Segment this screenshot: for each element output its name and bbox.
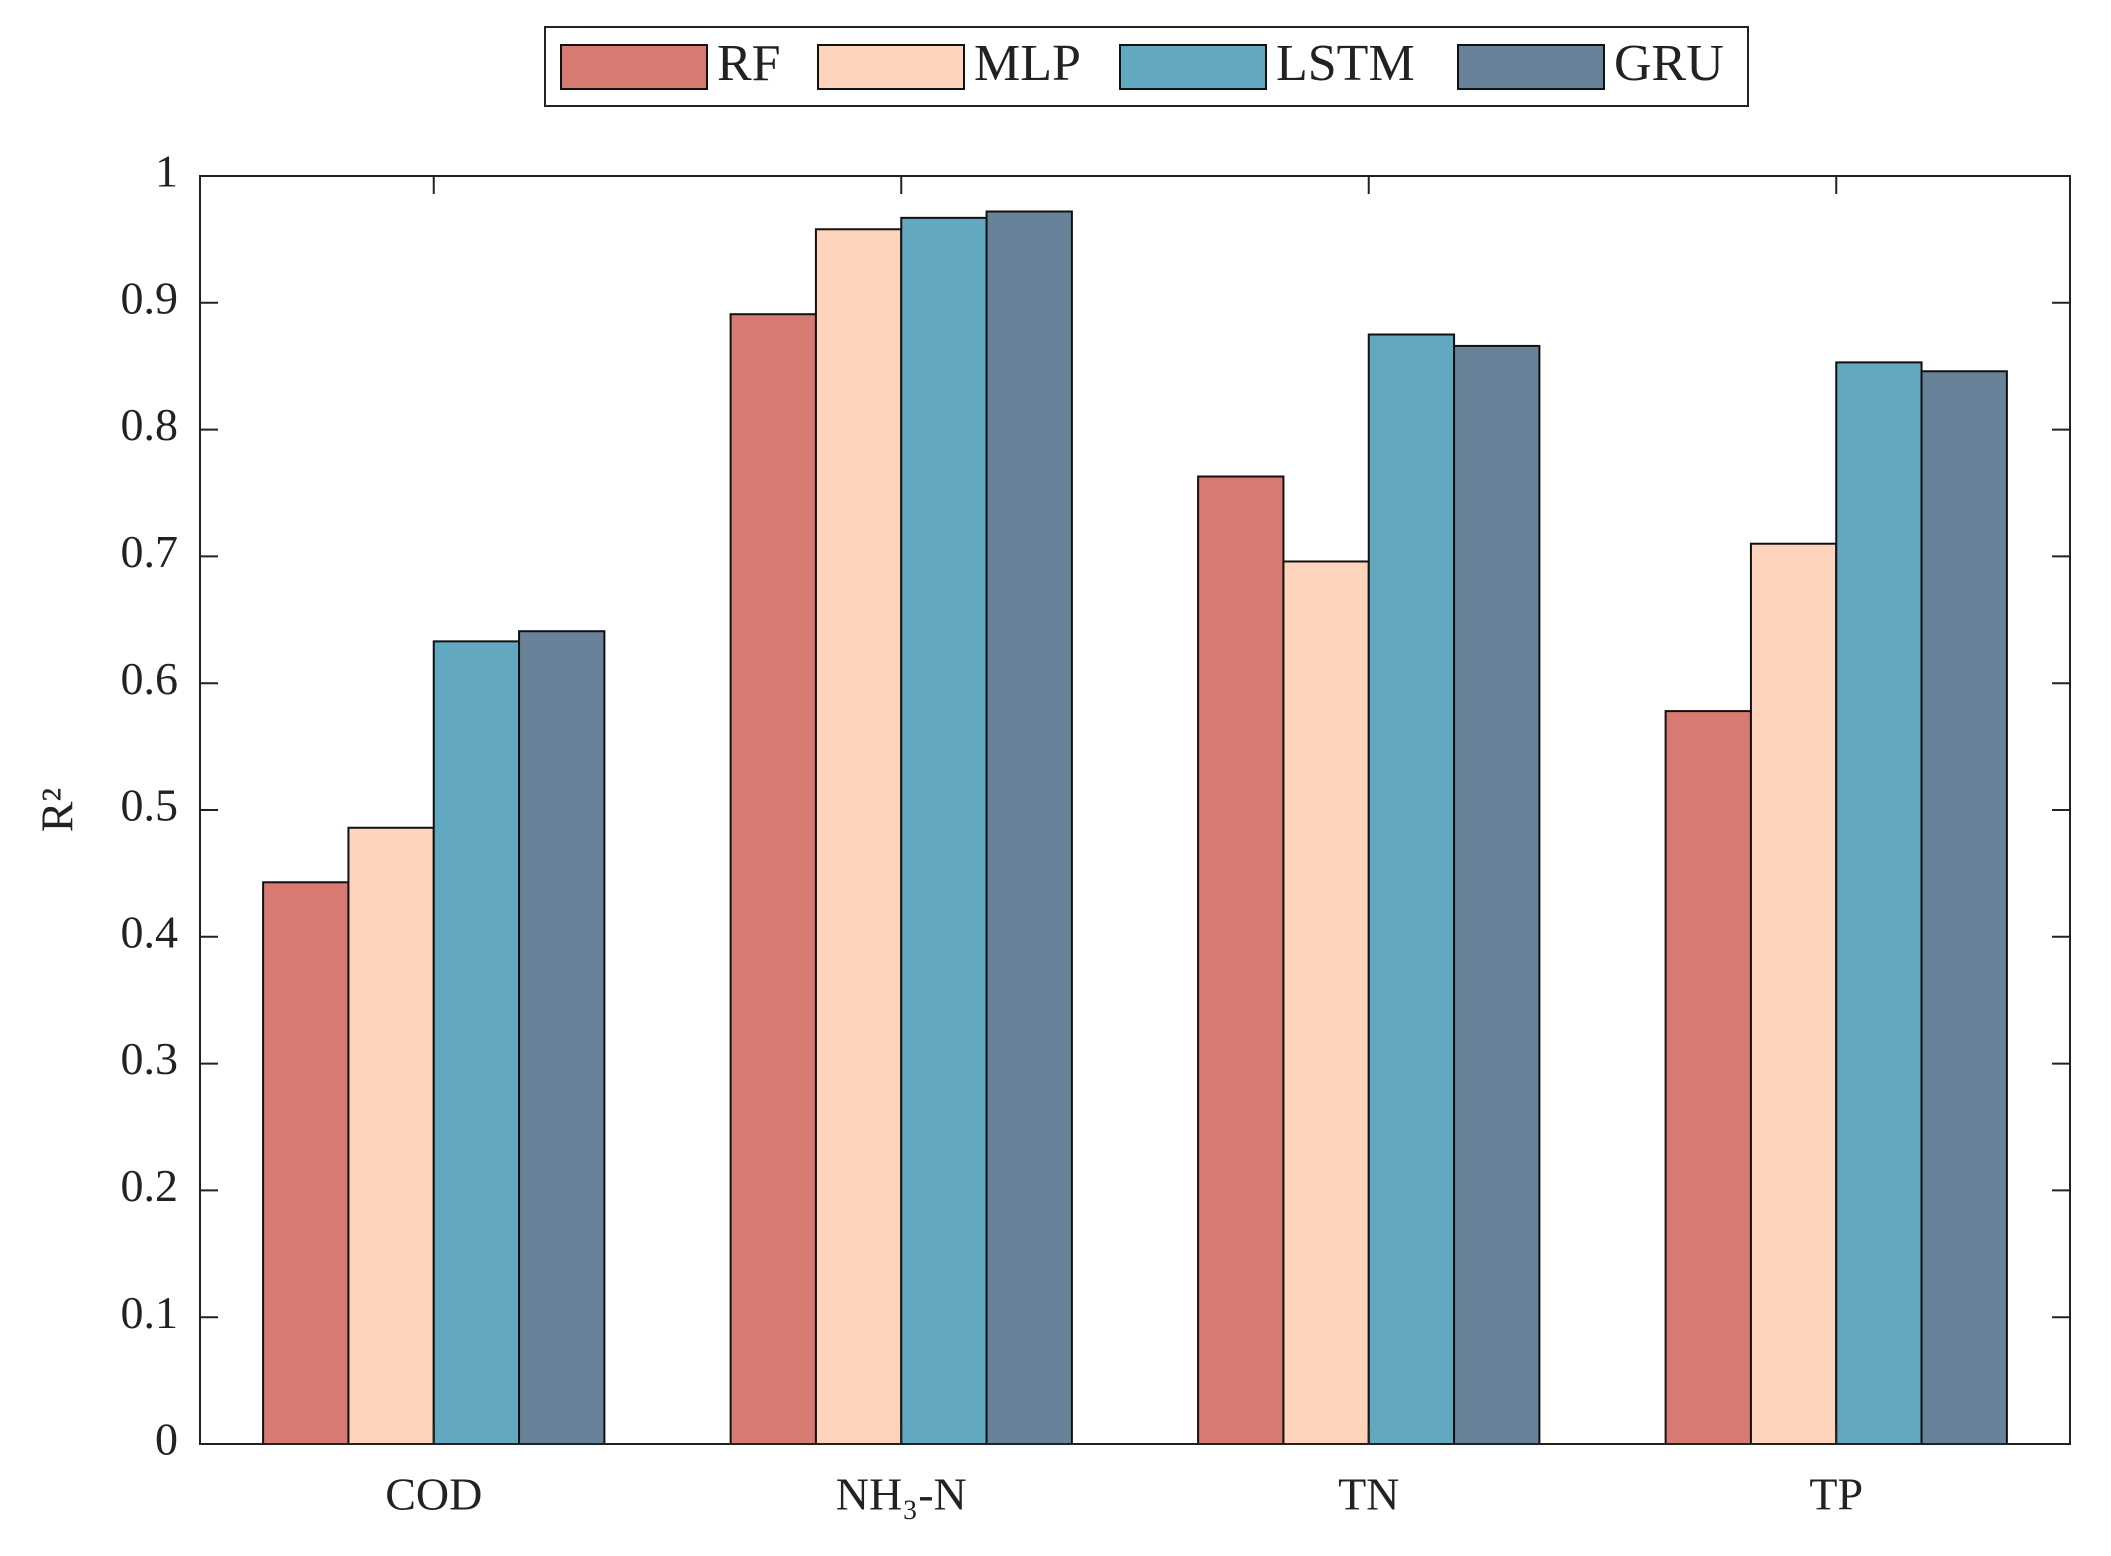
y-tick-label: 0	[155, 1414, 178, 1465]
x-tick-label: TP	[1809, 1469, 1863, 1520]
legend-swatch	[1457, 44, 1605, 90]
y-tick-label: 0.7	[121, 526, 179, 577]
bar	[432, 640, 521, 1445]
y-tick-label: 0.2	[121, 1160, 179, 1211]
y-tick-label: 0.4	[121, 906, 179, 957]
x-tick-label: TN	[1338, 1469, 1399, 1520]
y-tick-label: 0.9	[121, 272, 179, 323]
bar	[1835, 361, 1923, 1445]
x-tick-label: COD	[385, 1469, 482, 1520]
legend-label: LSTM	[1276, 35, 1415, 92]
bar	[814, 228, 903, 1446]
bar	[1197, 475, 1285, 1445]
x-tick-label: NH₃-N	[836, 1469, 967, 1520]
bar	[518, 630, 606, 1445]
legend-label: GRU	[1614, 35, 1724, 92]
bar	[1664, 710, 1752, 1445]
y-tick-label: 0.6	[121, 653, 179, 704]
legend-swatch	[560, 44, 708, 90]
legend-swatch	[817, 44, 965, 90]
bar	[1453, 344, 1541, 1445]
bar	[985, 210, 1073, 1445]
bar	[347, 826, 435, 1445]
legend-label: RF	[717, 35, 781, 92]
bar	[1282, 560, 1370, 1445]
y-tick-label: 0.8	[121, 399, 179, 450]
bar	[1920, 370, 2008, 1446]
bar	[729, 313, 817, 1445]
bar	[1367, 333, 1456, 1445]
y-axis-label: R²	[32, 788, 83, 832]
y-tick-label: 1	[155, 146, 178, 197]
bar	[900, 216, 988, 1445]
y-tick-label: 0.5	[121, 780, 179, 831]
y-tick-label: 0.1	[121, 1287, 179, 1338]
legend-swatch	[1119, 44, 1267, 90]
bar	[262, 881, 350, 1445]
y-tick-label: 0.3	[121, 1033, 179, 1084]
bar	[1749, 542, 1838, 1445]
legend-label: MLP	[974, 35, 1081, 92]
